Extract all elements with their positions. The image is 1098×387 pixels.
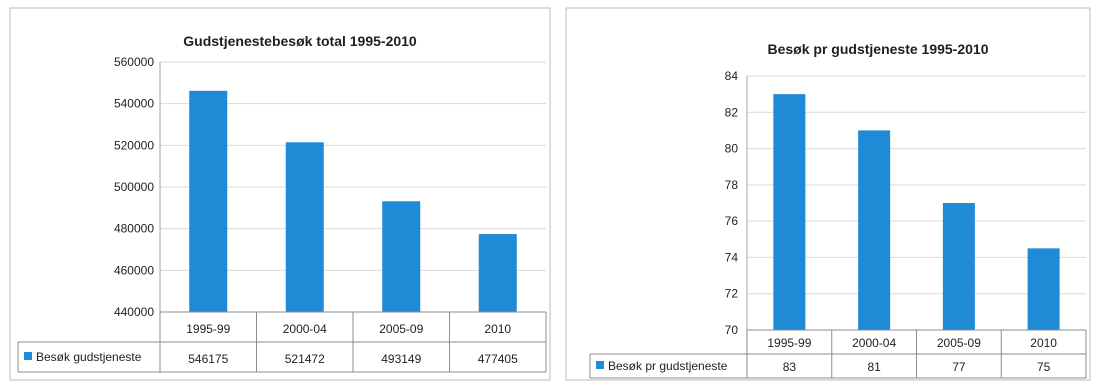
y-tick-label: 500000 [114,180,154,194]
y-tick-label: 560000 [114,55,154,69]
y-tick-label: 78 [725,178,739,192]
data-label: 493149 [381,352,421,366]
x-tick-label: 2005-09 [937,336,981,350]
data-label: 77 [952,360,966,374]
chart-total-visits: Gudstjenestebesøk total 1995-2010 560000… [9,7,551,381]
x-tick-label: 2000-04 [283,322,327,336]
chart-title: Besøk pr gudstjeneste 1995-2010 [768,41,989,57]
chart-visits-per-service: Besøk pr gudstjeneste 1995-2010 84 82 80 78… [565,7,1091,381]
bar [189,90,228,312]
y-tick-label: 82 [725,105,739,119]
x-tick-label: 1995-99 [186,322,230,336]
y-tick-label: 76 [725,214,739,228]
data-table: Besøk pr gudstjeneste 1995-99 83 2000-04 81… [589,329,1087,379]
y-tick-label: 84 [725,69,739,83]
data-label: 477405 [478,352,518,366]
y-tick-label: 440000 [114,305,154,319]
data-label: 81 [867,360,881,374]
chart-frame [565,7,1091,381]
y-tick-label: 70 [725,323,739,337]
y-tick-label: 460000 [114,263,154,277]
bar [942,203,975,330]
data-label: 546175 [188,352,228,366]
y-axis: 84 82 80 78 76 74 72 70 [725,69,748,337]
bar [382,201,421,312]
y-tick-label: 480000 [114,222,154,236]
legend-label: Besøk gudstjeneste [36,350,142,364]
data-label: 83 [783,360,797,374]
y-tick-label: 520000 [114,138,154,152]
data-label: 75 [1037,360,1051,374]
x-tick-label: 2010 [484,322,511,336]
chart-title: Gudstjenestebesøk total 1995-2010 [183,33,417,49]
data-label: 521472 [285,352,325,366]
legend-swatch [596,361,604,369]
bar [285,142,324,312]
x-tick-label: 1995-99 [767,336,811,350]
data-table: Besøk gudstjeneste 1995-99 546175 2000-04 5… [17,311,547,373]
legend-label: Besøk pr gudstjeneste [608,359,728,373]
chart-frame [9,7,551,381]
bar [1027,248,1060,330]
x-tick-label: 2000-04 [852,336,896,350]
bar [478,234,517,312]
x-tick-label: 2010 [1030,336,1057,350]
bar [773,94,806,331]
y-tick-label: 72 [725,287,739,301]
y-tick-label: 80 [725,142,739,156]
bars [189,90,517,312]
bar [858,130,891,330]
y-tick-label: 540000 [114,97,154,111]
y-tick-label: 74 [725,250,739,264]
x-tick-label: 2005-09 [379,322,423,336]
legend-swatch [24,352,32,360]
bars [773,94,1060,331]
y-axis: 560000 540000 520000 500000 480000 460000 4400… [114,55,161,319]
